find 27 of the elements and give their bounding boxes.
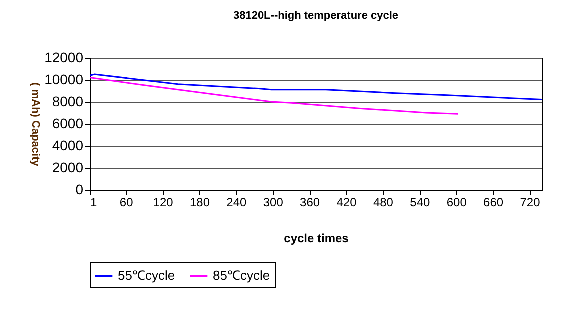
y-tick-label: 2000 bbox=[52, 160, 84, 176]
x-tick-label: 1 bbox=[90, 196, 98, 210]
x-tick-label: 420 bbox=[336, 196, 358, 210]
y-tick-label: 8000 bbox=[52, 94, 84, 110]
x-tick-label: 120 bbox=[153, 196, 174, 210]
x-tick-label: 60 bbox=[120, 196, 134, 210]
legend-label: 85℃cycle bbox=[213, 268, 270, 283]
x-axis-title: cycle times bbox=[284, 232, 350, 246]
y-tick-label: 0 bbox=[76, 182, 84, 198]
x-tick-label: 300 bbox=[263, 196, 284, 210]
x-tick-label: 600 bbox=[446, 196, 468, 210]
chart-title: 38120L--high temperature cycle bbox=[233, 10, 399, 22]
x-tick-label: 360 bbox=[300, 196, 320, 210]
y-tick-label: 10000 bbox=[44, 72, 84, 88]
x-tick-label: 180 bbox=[190, 196, 210, 210]
y-tick-label: 12000 bbox=[44, 50, 84, 66]
x-tick-label: 720 bbox=[520, 196, 541, 210]
legend-label: 55℃cycle bbox=[118, 268, 176, 283]
y-axis-title: ( mAh) Capacity bbox=[30, 82, 42, 168]
x-tick-label: 660 bbox=[484, 196, 504, 210]
y-tick-label: 4000 bbox=[52, 138, 84, 154]
line-series bbox=[90, 74, 542, 101]
x-tick-label: 540 bbox=[410, 196, 431, 210]
x-tick-label: 480 bbox=[373, 196, 394, 210]
line-series bbox=[90, 77, 459, 115]
y-tick-label: 6000 bbox=[52, 116, 84, 132]
x-tick-label: 240 bbox=[226, 196, 248, 210]
